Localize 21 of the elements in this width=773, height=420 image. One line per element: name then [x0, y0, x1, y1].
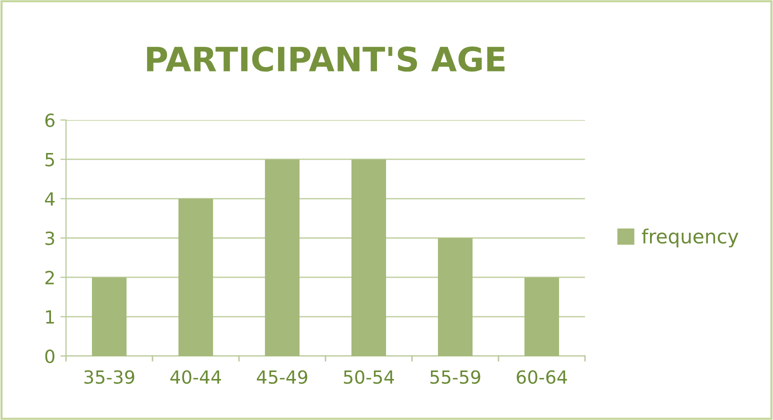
bar	[264, 159, 300, 356]
x-tick-label: 60-64	[516, 370, 567, 384]
x-tick-label: 55-59	[430, 370, 480, 384]
y-tick-label: 1	[46, 310, 54, 324]
y-tick-label: 5	[45, 153, 54, 166]
y-tick-label: 6	[45, 113, 54, 128]
y-tick-label: 4	[44, 192, 55, 206]
bar	[351, 159, 386, 356]
bar	[178, 198, 214, 356]
y-tick-label: 3	[45, 231, 54, 246]
x-tick-label: 45-49	[256, 370, 308, 384]
bar	[92, 277, 127, 356]
x-tick-label: 40-44	[170, 370, 221, 384]
legend-label: frequency	[642, 228, 738, 248]
y-tick-label: 2	[45, 270, 54, 284]
bar	[524, 277, 560, 356]
chart-title: PARTICIPANT'S AGE	[147, 46, 505, 72]
x-tick-label: 35-39	[84, 370, 134, 384]
bar	[438, 238, 473, 356]
y-tick-label: 0	[45, 349, 54, 364]
x-tick-label: 50-54	[344, 370, 394, 384]
